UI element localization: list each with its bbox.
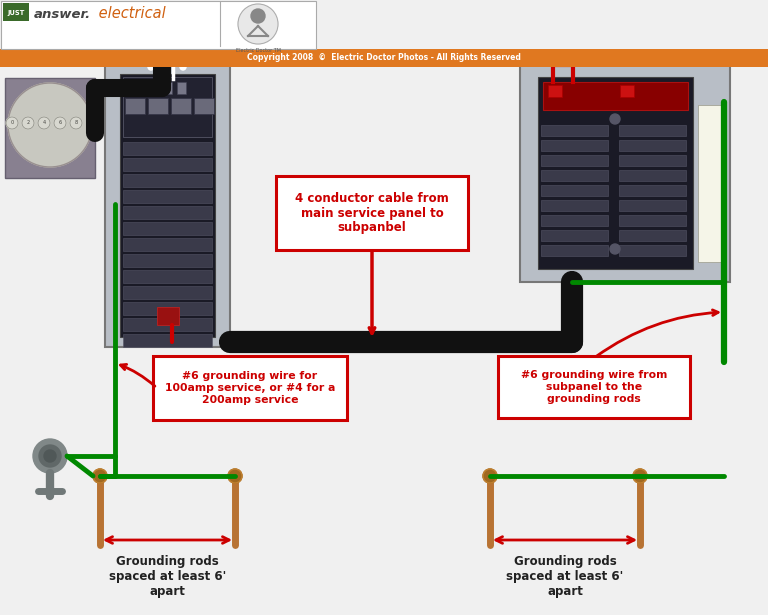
FancyBboxPatch shape — [619, 140, 686, 151]
Text: answer.: answer. — [34, 7, 91, 20]
FancyBboxPatch shape — [619, 245, 686, 256]
FancyBboxPatch shape — [619, 185, 686, 196]
FancyBboxPatch shape — [541, 125, 608, 136]
FancyBboxPatch shape — [541, 230, 608, 241]
FancyBboxPatch shape — [123, 158, 212, 171]
FancyBboxPatch shape — [543, 82, 688, 110]
FancyBboxPatch shape — [125, 98, 145, 114]
Circle shape — [54, 117, 66, 129]
Circle shape — [483, 469, 497, 483]
FancyBboxPatch shape — [163, 82, 172, 94]
FancyBboxPatch shape — [123, 286, 212, 299]
FancyBboxPatch shape — [541, 200, 608, 211]
Circle shape — [8, 83, 92, 167]
FancyBboxPatch shape — [0, 49, 768, 67]
FancyBboxPatch shape — [148, 98, 168, 114]
Circle shape — [228, 469, 242, 483]
Text: #6 grounding wire for
100amp service, or #4 for a
200amp service: #6 grounding wire for 100amp service, or… — [165, 371, 335, 405]
FancyBboxPatch shape — [538, 77, 693, 269]
FancyBboxPatch shape — [123, 222, 212, 235]
FancyBboxPatch shape — [619, 215, 686, 226]
FancyBboxPatch shape — [171, 98, 191, 114]
FancyBboxPatch shape — [123, 302, 212, 315]
FancyBboxPatch shape — [3, 3, 29, 21]
FancyBboxPatch shape — [194, 98, 214, 114]
FancyBboxPatch shape — [619, 125, 686, 136]
Text: JUST: JUST — [8, 9, 25, 15]
Circle shape — [33, 439, 67, 473]
Circle shape — [610, 244, 620, 254]
FancyBboxPatch shape — [123, 206, 212, 219]
Text: Grounding rods
spaced at least 6'
apart: Grounding rods spaced at least 6' apart — [109, 555, 226, 598]
Circle shape — [610, 114, 620, 124]
FancyBboxPatch shape — [520, 62, 730, 282]
FancyBboxPatch shape — [5, 78, 95, 178]
Text: electrical: electrical — [94, 7, 166, 22]
Text: 6: 6 — [58, 121, 61, 125]
FancyBboxPatch shape — [619, 200, 686, 211]
Text: 4 conductor cable from
main service panel to
subpanbel: 4 conductor cable from main service pane… — [295, 191, 449, 234]
FancyBboxPatch shape — [498, 356, 690, 418]
FancyBboxPatch shape — [620, 85, 634, 97]
Circle shape — [38, 117, 50, 129]
Text: 4: 4 — [42, 121, 45, 125]
Text: 2: 2 — [26, 121, 29, 125]
FancyBboxPatch shape — [698, 105, 726, 262]
Circle shape — [22, 117, 34, 129]
Circle shape — [633, 469, 647, 483]
FancyBboxPatch shape — [157, 307, 179, 325]
Text: Electric Doctor TM: Electric Doctor TM — [236, 49, 280, 54]
Circle shape — [6, 117, 18, 129]
FancyBboxPatch shape — [541, 140, 608, 151]
Circle shape — [39, 445, 61, 467]
FancyBboxPatch shape — [123, 174, 212, 187]
FancyBboxPatch shape — [541, 170, 608, 181]
FancyBboxPatch shape — [151, 82, 160, 94]
Circle shape — [148, 64, 154, 70]
Text: 8: 8 — [74, 121, 78, 125]
FancyBboxPatch shape — [123, 190, 212, 203]
FancyBboxPatch shape — [153, 356, 347, 420]
Circle shape — [44, 450, 56, 462]
FancyBboxPatch shape — [123, 254, 212, 267]
FancyBboxPatch shape — [123, 318, 212, 331]
Text: Grounding rods
spaced at least 6'
apart: Grounding rods spaced at least 6' apart — [506, 555, 624, 598]
Circle shape — [180, 64, 186, 70]
FancyBboxPatch shape — [177, 82, 186, 94]
FancyBboxPatch shape — [541, 215, 608, 226]
FancyBboxPatch shape — [548, 85, 562, 97]
Circle shape — [251, 9, 265, 23]
FancyBboxPatch shape — [619, 170, 686, 181]
FancyBboxPatch shape — [123, 142, 212, 155]
FancyBboxPatch shape — [619, 230, 686, 241]
FancyBboxPatch shape — [541, 155, 608, 166]
Circle shape — [93, 469, 107, 483]
Text: Copyright 2008  ©  Electric Doctor Photos - All Rights Reserved: Copyright 2008 © Electric Doctor Photos … — [247, 54, 521, 63]
Circle shape — [70, 117, 82, 129]
FancyBboxPatch shape — [619, 155, 686, 166]
Text: #6 grounding wire from
subpanel to the
grounding rods: #6 grounding wire from subpanel to the g… — [521, 370, 667, 403]
FancyBboxPatch shape — [541, 245, 608, 256]
FancyBboxPatch shape — [123, 270, 212, 283]
FancyBboxPatch shape — [123, 77, 212, 137]
FancyBboxPatch shape — [123, 334, 212, 347]
FancyBboxPatch shape — [123, 238, 212, 251]
FancyBboxPatch shape — [105, 62, 230, 347]
FancyBboxPatch shape — [541, 185, 608, 196]
FancyBboxPatch shape — [1, 1, 316, 49]
FancyBboxPatch shape — [120, 74, 215, 337]
Circle shape — [238, 4, 278, 44]
FancyBboxPatch shape — [276, 176, 468, 250]
Text: 0: 0 — [11, 121, 14, 125]
